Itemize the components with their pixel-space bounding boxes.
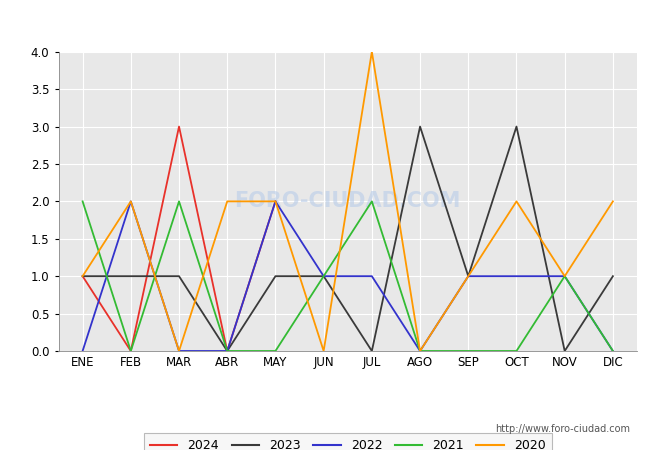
Text: FORO-CIUDAD.COM: FORO-CIUDAD.COM (235, 191, 461, 212)
Legend: 2024, 2023, 2022, 2021, 2020: 2024, 2023, 2022, 2021, 2020 (144, 433, 552, 450)
Text: Matriculaciones de Vehiculos en Retuerta del Bullaque: Matriculaciones de Vehiculos en Retuerta… (99, 14, 551, 33)
Text: http://www.foro-ciudad.com: http://www.foro-ciudad.com (495, 424, 630, 434)
